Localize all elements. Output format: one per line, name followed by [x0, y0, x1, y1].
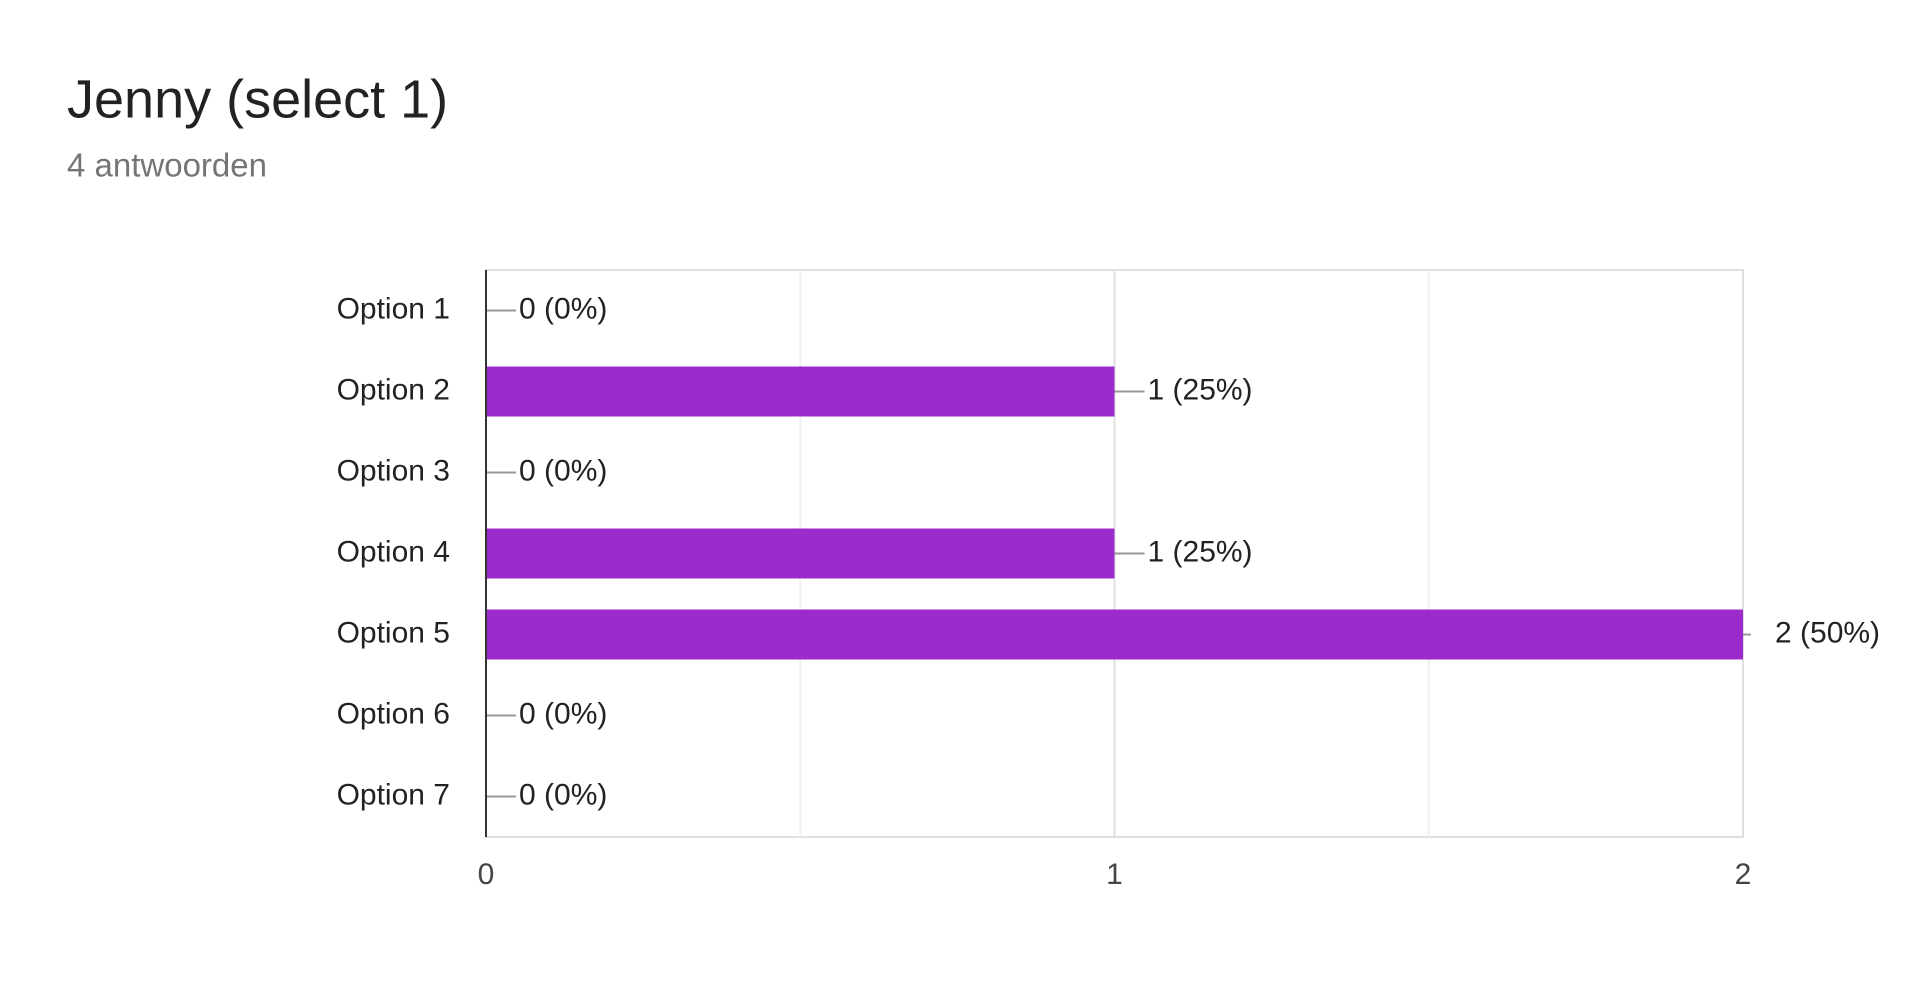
x-tick-label: 0: [478, 858, 495, 891]
chart-title: Jenny (select 1): [67, 69, 448, 129]
value-label: 0 (0%): [519, 697, 607, 730]
value-label: 0 (0%): [519, 454, 607, 487]
bar: [486, 528, 1115, 579]
y-tick-label: Option 1: [337, 292, 450, 325]
y-tick-label: Option 7: [337, 778, 450, 811]
chart-subtitle: 4 antwoorden: [67, 147, 267, 184]
x-tick-label: 2: [1735, 858, 1752, 891]
value-label: 2 (50%): [1775, 616, 1880, 649]
x-tick-label: 1: [1106, 858, 1123, 891]
bar: [486, 609, 1743, 660]
value-label: 0 (0%): [519, 778, 607, 811]
y-tick-label: Option 6: [337, 697, 450, 730]
y-tick-label: Option 5: [337, 616, 450, 649]
value-label: 1 (25%): [1148, 373, 1253, 406]
y-tick-label: Option 2: [337, 373, 450, 406]
value-label: 0 (0%): [519, 292, 607, 325]
y-tick-label: Option 4: [337, 535, 450, 568]
bar: [486, 366, 1115, 417]
y-tick-label: Option 3: [337, 454, 450, 487]
value-label: 1 (25%): [1148, 535, 1253, 568]
